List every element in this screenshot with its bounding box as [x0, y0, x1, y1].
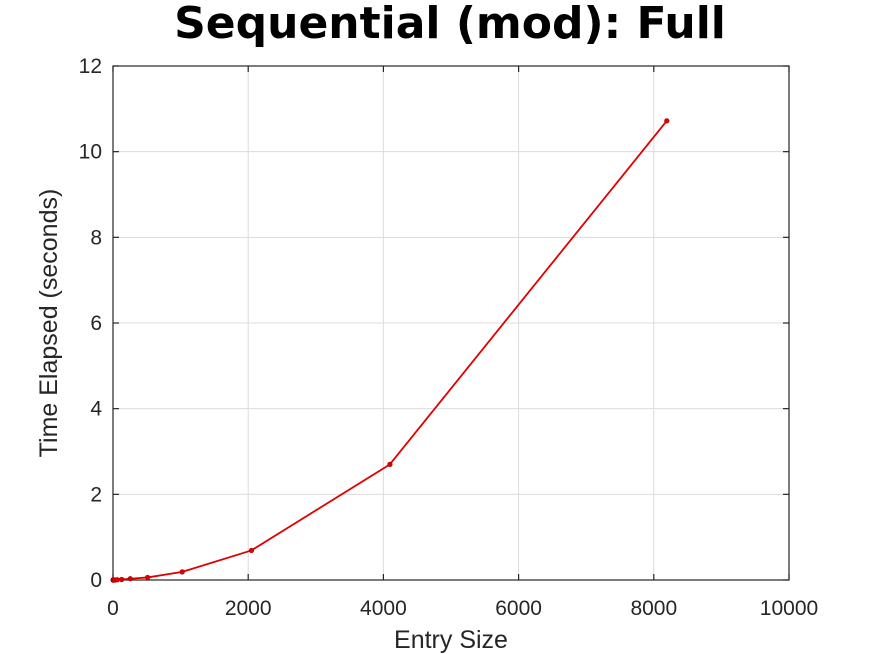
- series-line: [112, 120, 668, 581]
- x-axis-label: Entry Size: [394, 626, 508, 654]
- x-tick-label: 10000: [760, 597, 818, 620]
- x-tick-label: 8000: [630, 597, 677, 620]
- data-point: [179, 569, 185, 575]
- series-group: [110, 118, 670, 583]
- y-tick-label: 2: [90, 483, 102, 506]
- x-tick-label: 4000: [360, 597, 407, 620]
- data-point: [664, 118, 670, 124]
- data-point: [248, 547, 255, 554]
- data-point: [114, 577, 120, 583]
- y-axis-label: Time Elapsed (seconds): [35, 189, 63, 458]
- axis-ticks: 0 2000 4000 6000 8000 10000 0 2 4 6 8 10 12: [79, 55, 819, 620]
- y-tick-label: 0: [90, 569, 102, 592]
- grid: [112, 65, 790, 581]
- x-tick-label: 2000: [225, 597, 272, 620]
- y-tick-label: 6: [90, 312, 102, 335]
- data-point: [145, 574, 151, 581]
- chart-title: Sequential (mod): Full: [174, 0, 726, 49]
- data-point: [387, 461, 393, 467]
- x-tick-label: 0: [107, 597, 119, 620]
- data-point: [127, 576, 133, 582]
- y-tick-label: 12: [79, 55, 102, 78]
- data-point: [119, 576, 125, 583]
- x-tick-label: 6000: [495, 597, 542, 620]
- y-tick-label: 4: [90, 398, 102, 421]
- y-tick-label: 10: [79, 141, 102, 164]
- y-tick-label: 8: [90, 226, 102, 249]
